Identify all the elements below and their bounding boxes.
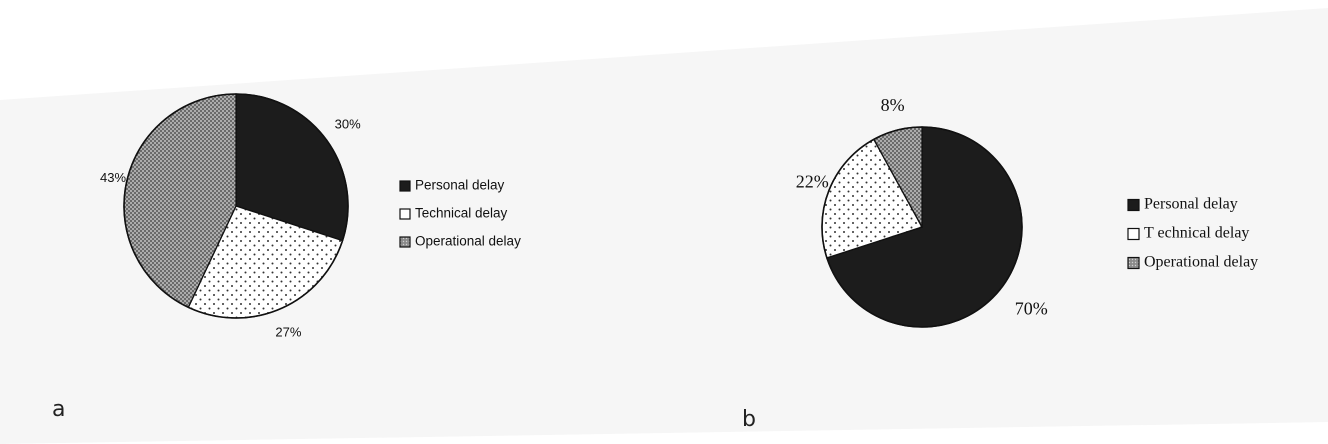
slice-value-label: 22% — [796, 172, 829, 192]
pie-chart-a: 30% 27% 43% Personal delay Technical delay Op… — [100, 93, 521, 340]
legend-swatch-technical-delay — [399, 208, 411, 220]
legend-label-personal-delay: Personal delay — [415, 178, 505, 193]
slice-value-label: 43% — [100, 170, 126, 185]
legend-swatch-technical-delay — [1127, 227, 1140, 241]
legend: Personal delay T echnical delay Operationa… — [1127, 196, 1258, 271]
legend-label-personal-delay: Personal delay — [1144, 196, 1238, 213]
slice-value-label: 27% — [275, 325, 301, 340]
slice-value-label: 70% — [1015, 298, 1048, 318]
legend-label-operational-delay: Operational delay — [415, 234, 521, 249]
slice-value-label: 8% — [881, 95, 905, 115]
legend-label-technical-delay: Technical delay — [415, 206, 508, 221]
legend-label-technical-delay: T echnical delay — [1144, 225, 1249, 242]
panel-label-a: a — [52, 397, 66, 422]
legend-swatch-operational-delay — [1127, 256, 1140, 270]
pie-outline — [821, 126, 1023, 328]
paper-background — [0, 8, 1328, 444]
pie-outline — [123, 93, 349, 319]
legend-label-operational-delay: Operational delay — [1144, 254, 1258, 271]
panel-label-b: b — [742, 407, 756, 432]
slice-value-label: 30% — [335, 116, 361, 131]
pie-chart-b: 70% 22% 8% Personal delay T echnical delay Op… — [796, 95, 1258, 328]
legend-swatch-operational-delay — [399, 236, 411, 248]
legend: Personal delay Technical delay Operational… — [399, 178, 521, 249]
legend-swatch-personal-delay — [1127, 198, 1140, 212]
legend-swatch-personal-delay — [399, 180, 411, 192]
